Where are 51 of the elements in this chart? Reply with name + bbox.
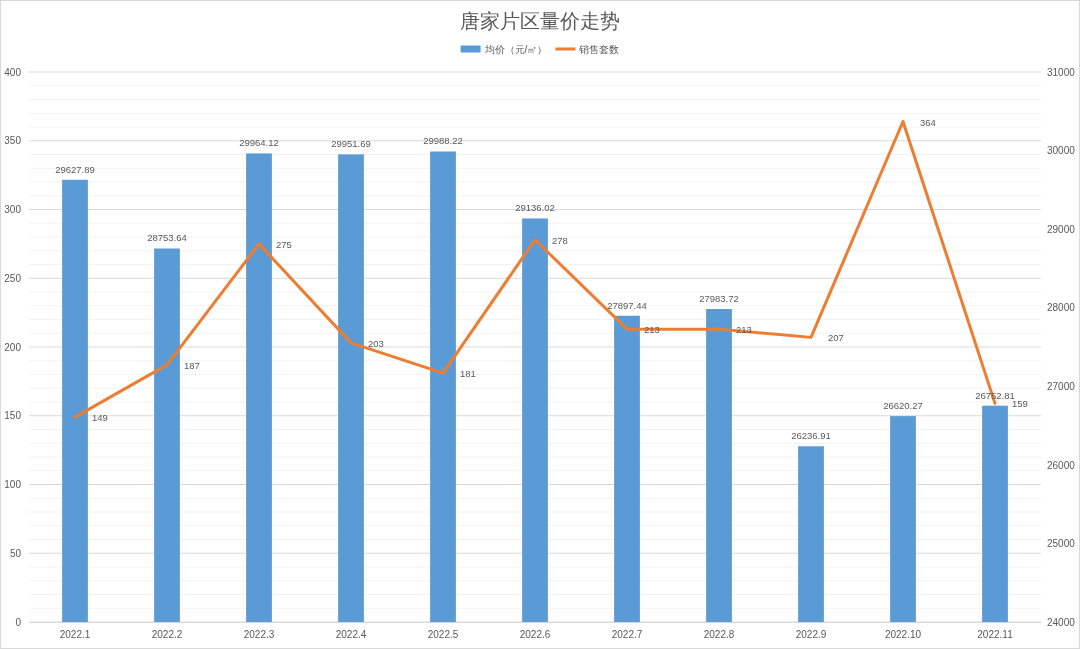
y2-tick-label: 31000 <box>1047 66 1076 78</box>
data-label: 29136.02 <box>515 202 555 214</box>
data-label: 29627.89 <box>55 163 95 175</box>
x-tick-label: 2022.2 <box>151 629 183 641</box>
y2-tick-label: 25000 <box>1047 538 1076 550</box>
data-label: 181 <box>459 368 476 380</box>
data-label: 26620.27 <box>883 400 923 412</box>
data-label: 203 <box>367 337 384 349</box>
y2-tick-label: 30000 <box>1047 145 1076 157</box>
y-tick-label: 150 <box>4 410 22 422</box>
data-label: 278 <box>551 234 568 246</box>
y-tick-label: 200 <box>4 341 22 353</box>
data-label: 29964.12 <box>239 137 279 149</box>
y2-tick-label: 29000 <box>1047 223 1076 235</box>
legend-label: 销售套数 <box>578 43 620 55</box>
data-label: 27897.44 <box>607 299 647 311</box>
x-tick-label: 2022.5 <box>427 629 459 641</box>
y2-tick-label: 24000 <box>1047 616 1076 628</box>
x-tick-label: 2022.4 <box>335 629 367 641</box>
x-tick-label: 2022.10 <box>884 629 922 641</box>
data-label: 26236.91 <box>791 430 831 442</box>
y2-tick-label: 27000 <box>1047 380 1076 392</box>
x-tick-label: 2022.3 <box>243 629 275 641</box>
data-label: 275 <box>275 238 292 250</box>
chart-title: 唐家片区量价走势 <box>460 10 620 32</box>
data-label: 29951.69 <box>331 138 371 150</box>
data-label: 149 <box>91 412 108 424</box>
data-label: 213 <box>643 324 660 336</box>
x-tick-label: 2022.11 <box>977 629 1014 641</box>
y-tick-label: 350 <box>4 135 22 147</box>
y-tick-label: 100 <box>4 479 22 491</box>
data-label: 27983.72 <box>699 292 739 304</box>
y-tick-label: 400 <box>4 66 22 78</box>
data-label: 187 <box>183 359 200 371</box>
y-tick-label: 0 <box>15 616 22 628</box>
x-tick-label: 2022.1 <box>59 629 91 641</box>
x-tick-label: 2022.8 <box>703 629 735 641</box>
y-tick-label: 250 <box>4 272 22 284</box>
y-tick-label: 300 <box>4 204 22 216</box>
x-tick-label: 2022.9 <box>795 629 827 641</box>
legend-label: 均价（元/㎡） <box>483 43 548 55</box>
y-tick-label: 50 <box>9 547 22 559</box>
y2-tick-label: 26000 <box>1047 459 1076 471</box>
data-label: 159 <box>1011 398 1028 410</box>
x-tick-label: 2022.7 <box>611 629 643 641</box>
y2-tick-label: 28000 <box>1047 302 1076 314</box>
data-label: 364 <box>919 116 936 128</box>
data-label: 207 <box>827 332 844 344</box>
x-tick-label: 2022.6 <box>519 629 551 641</box>
data-label: 29988.22 <box>423 135 463 147</box>
data-label: 28753.64 <box>147 232 187 244</box>
